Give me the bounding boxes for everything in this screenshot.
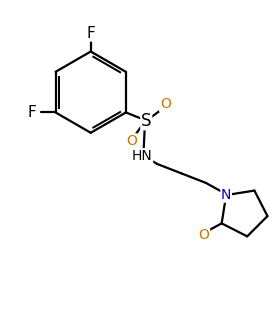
- Text: O: O: [160, 97, 171, 111]
- Text: S: S: [141, 112, 151, 130]
- Text: O: O: [126, 134, 137, 148]
- Text: O: O: [199, 228, 210, 242]
- Text: F: F: [86, 26, 95, 41]
- Text: HN: HN: [132, 149, 153, 163]
- Text: N: N: [221, 188, 231, 202]
- Text: F: F: [27, 105, 36, 120]
